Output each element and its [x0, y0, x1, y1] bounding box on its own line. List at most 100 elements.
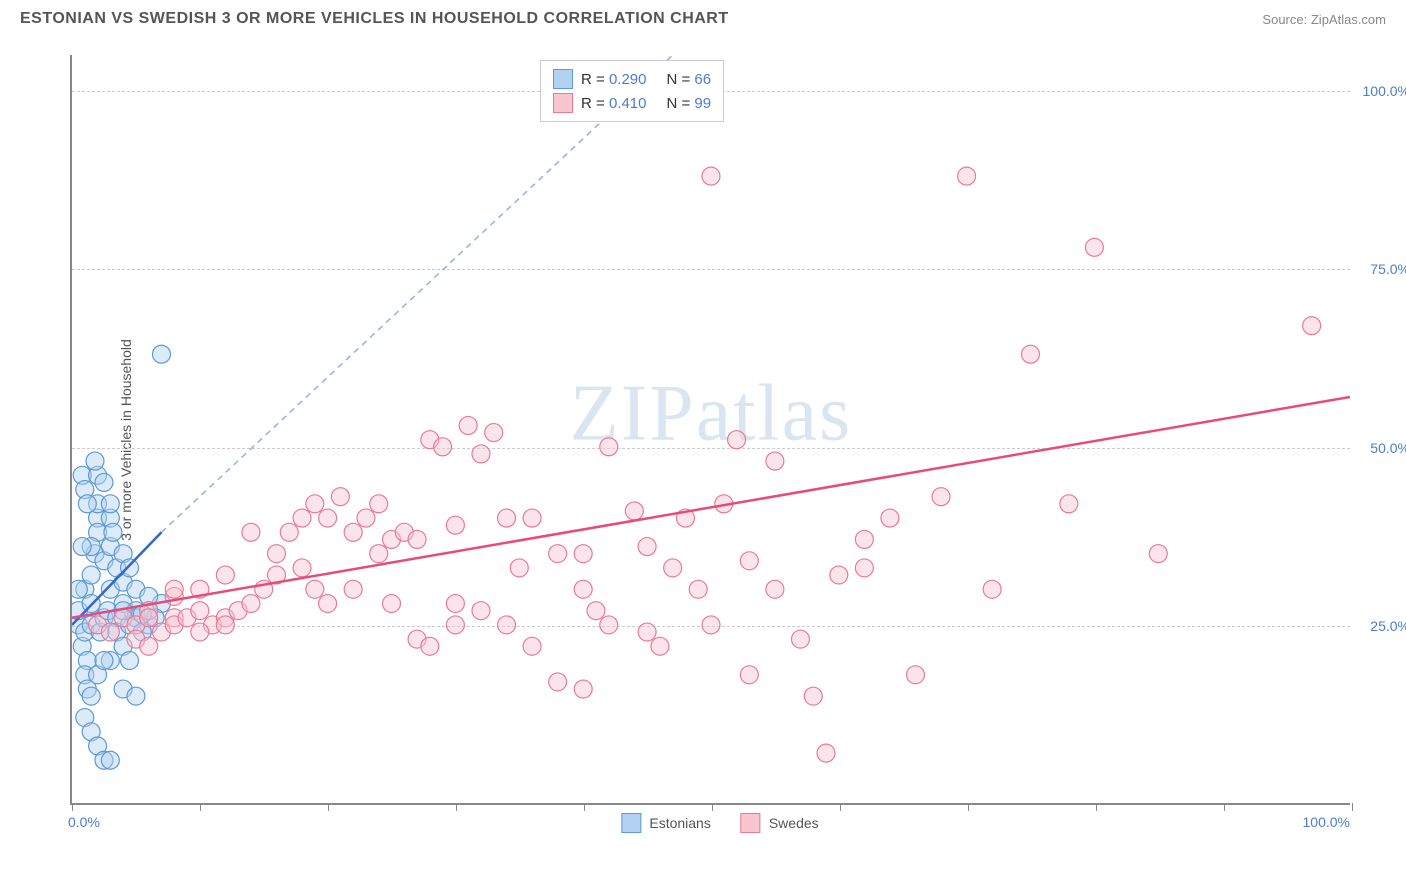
scatter-point [82, 538, 100, 556]
scatter-point [140, 587, 158, 605]
scatter-point [76, 481, 94, 499]
scatter-point [178, 609, 196, 627]
scatter-point [344, 580, 362, 598]
scatter-point [881, 509, 899, 527]
scatter-point [121, 616, 139, 634]
scatter-point [121, 652, 139, 670]
scatter-point [86, 452, 104, 470]
scatter-point [600, 616, 618, 634]
scatter-point [152, 595, 170, 613]
scatter-point [1022, 345, 1040, 363]
legend-series-label: Estonians [649, 815, 710, 831]
scatter-point [523, 637, 541, 655]
scatter-point [574, 580, 592, 598]
scatter-point [446, 595, 464, 613]
scatter-point [78, 652, 96, 670]
scatter-point [73, 637, 91, 655]
scatter-point [121, 559, 139, 577]
chart-title: ESTONIAN VS SWEDISH 3 OR MORE VEHICLES I… [20, 10, 729, 28]
scatter-point [421, 637, 439, 655]
legend-r-label: R = 0.290 [581, 71, 646, 88]
scatter-point [127, 609, 145, 627]
x-tick [72, 803, 73, 811]
scatter-point [95, 609, 113, 627]
scatter-point [395, 523, 413, 541]
scatter-point [101, 751, 119, 769]
scatter-point [1085, 238, 1103, 256]
scatter-point [523, 509, 541, 527]
scatter-point [140, 602, 158, 620]
legend-series-label: Swedes [769, 815, 819, 831]
scatter-point [830, 566, 848, 584]
scatter-point [229, 602, 247, 620]
scatter-point [306, 580, 324, 598]
watermark: ZIPatlas [570, 369, 853, 460]
scatter-point [101, 495, 119, 513]
scatter-point [104, 523, 122, 541]
scatter-point [1060, 495, 1078, 513]
scatter-point [1149, 545, 1167, 563]
trend-line-extrapolated [161, 55, 711, 532]
scatter-point [702, 616, 720, 634]
scatter-point [72, 602, 87, 620]
chart-svg [72, 55, 1350, 803]
scatter-point [152, 345, 170, 363]
scatter-point [95, 552, 113, 570]
scatter-point [549, 545, 567, 563]
y-tick-label: 75.0% [1370, 261, 1406, 277]
scatter-point [983, 580, 1001, 598]
scatter-point [791, 630, 809, 648]
scatter-point [127, 630, 145, 648]
scatter-point [766, 452, 784, 470]
scatter-point [89, 523, 107, 541]
scatter-point [855, 559, 873, 577]
scatter-point [293, 559, 311, 577]
scatter-point [165, 609, 183, 627]
scatter-point [958, 167, 976, 185]
scatter-point [421, 431, 439, 449]
scatter-point [89, 616, 107, 634]
scatter-point [165, 587, 183, 605]
scatter-point [89, 509, 107, 527]
scatter-point [73, 538, 91, 556]
chart-container: 3 or more Vehicles in Household ZIPatlas… [60, 45, 1380, 835]
x-tick [840, 803, 841, 811]
x-tick [968, 803, 969, 811]
scatter-point [932, 488, 950, 506]
scatter-point [82, 616, 100, 634]
scatter-point [101, 538, 119, 556]
scatter-point [267, 566, 285, 584]
gridline-h [72, 626, 1350, 627]
scatter-point [715, 495, 733, 513]
scatter-point [689, 580, 707, 598]
scatter-point [72, 616, 87, 634]
x-tick [200, 803, 201, 811]
plot-area: ZIPatlas 25.0%50.0%75.0%100.0% [70, 55, 1350, 805]
scatter-point [127, 616, 145, 634]
scatter-point [78, 495, 96, 513]
scatter-point [89, 466, 107, 484]
scatter-point [89, 737, 107, 755]
scatter-point [108, 609, 126, 627]
scatter-point [740, 666, 758, 684]
scatter-point [370, 495, 388, 513]
x-tick [584, 803, 585, 811]
scatter-point [319, 509, 337, 527]
scatter-point [766, 580, 784, 598]
scatter-point [165, 580, 183, 598]
scatter-point [383, 530, 401, 548]
scatter-point [133, 605, 151, 623]
scatter-point [76, 580, 94, 598]
scatter-point [216, 616, 234, 634]
scatter-point [331, 488, 349, 506]
scatter-point [95, 652, 113, 670]
scatter-point [101, 580, 119, 598]
scatter-point [99, 602, 117, 620]
scatter-point [114, 637, 132, 655]
scatter-point [510, 559, 528, 577]
scatter-point [383, 595, 401, 613]
scatter-point [817, 744, 835, 762]
scatter-point [114, 609, 132, 627]
legend-stat-row: R = 0.290 N = 66 [553, 67, 711, 91]
scatter-point [72, 580, 87, 598]
